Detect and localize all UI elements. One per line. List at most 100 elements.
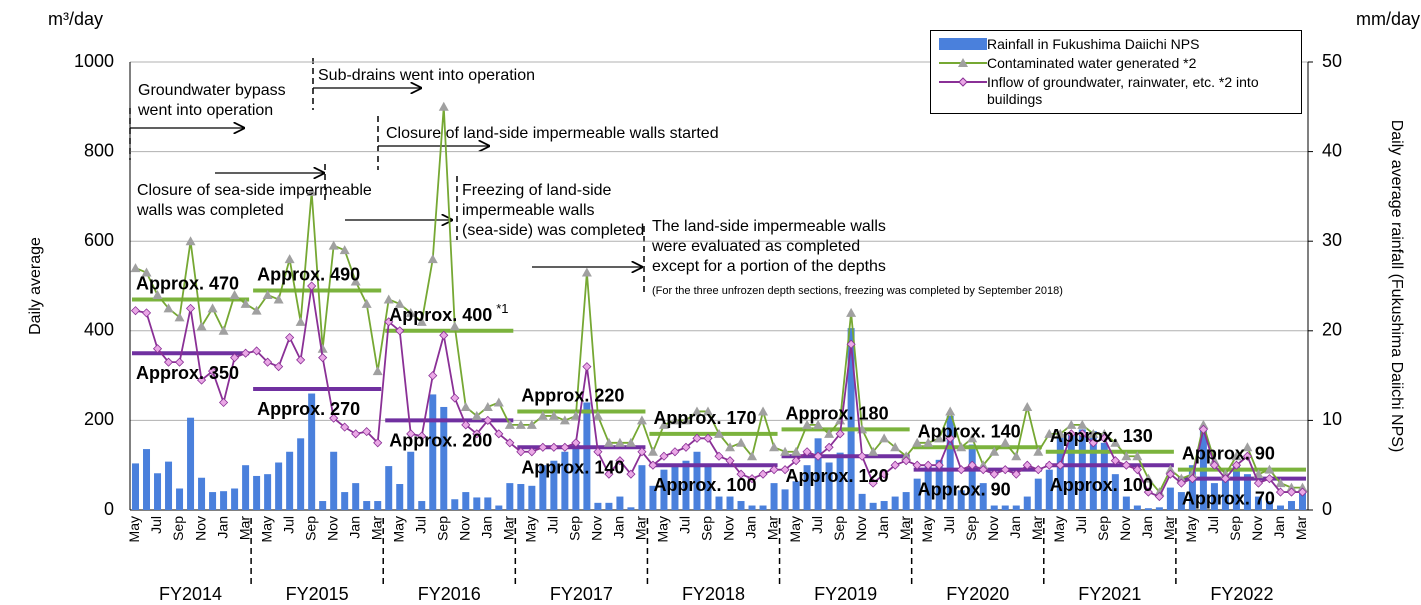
bar [1023, 496, 1031, 510]
point [526, 419, 537, 429]
point [681, 442, 691, 452]
bar [341, 492, 349, 510]
point [614, 437, 625, 447]
x-tick-label: May [258, 516, 274, 542]
point [559, 415, 570, 425]
point [461, 420, 471, 430]
bar [990, 505, 998, 510]
point [185, 303, 196, 313]
bar [154, 473, 162, 510]
point [813, 451, 823, 461]
bar [1287, 501, 1295, 510]
point [130, 263, 141, 273]
annotation: The land-side impermeable walls [652, 218, 886, 235]
y2-tick-label: 0 [1322, 499, 1332, 519]
point [714, 451, 724, 461]
point [868, 478, 878, 488]
contaminated-average-label: Approx. 220 [521, 385, 624, 405]
point [747, 451, 758, 461]
x-tick-label: Mar [236, 516, 252, 540]
point [472, 429, 482, 439]
bar [165, 461, 173, 510]
point [813, 419, 824, 429]
bar [143, 449, 151, 510]
point [1033, 465, 1043, 475]
point [1297, 482, 1308, 492]
x-tick-label: Mar [1161, 516, 1177, 540]
bar [253, 475, 261, 510]
point [934, 460, 944, 470]
point [394, 298, 405, 308]
bar [385, 466, 393, 510]
x-tick-label: Sep [1095, 516, 1111, 541]
bar [913, 478, 921, 510]
bar [374, 501, 382, 510]
bar [1243, 474, 1251, 510]
point [560, 442, 570, 452]
point [317, 343, 328, 353]
point [647, 446, 658, 456]
point [196, 375, 207, 385]
x-tick-label: Sep [963, 516, 979, 541]
point [1077, 419, 1088, 429]
y-tick-label: 200 [84, 409, 114, 429]
point [318, 353, 328, 363]
point [868, 446, 879, 456]
legend-entry: Rainfall in Fukushima Daiichi NPS [931, 36, 1301, 53]
bar [1034, 478, 1042, 510]
point [284, 254, 295, 264]
bar [1254, 496, 1262, 510]
x-tick-label: Jul [280, 516, 296, 534]
point [835, 415, 846, 425]
point [152, 344, 163, 354]
point [1253, 478, 1264, 488]
point [185, 236, 196, 246]
x-tick-label: Mar [897, 516, 913, 540]
x-tick-label: May [126, 516, 142, 542]
contaminated-average-label: Approx. 90 [1182, 444, 1275, 464]
bar [231, 488, 239, 510]
point [339, 245, 350, 255]
point [592, 410, 603, 420]
bar [968, 444, 976, 510]
bar [1056, 433, 1064, 510]
x-tick-label: Mar [368, 516, 384, 540]
bar [198, 477, 206, 510]
bar [649, 485, 657, 510]
point [163, 357, 174, 367]
point [351, 429, 361, 439]
point [296, 355, 306, 365]
bar [594, 502, 602, 510]
bar [1276, 505, 1284, 510]
point [692, 433, 702, 443]
x-tick-label: Sep [434, 516, 450, 541]
point [769, 442, 780, 452]
point [1220, 474, 1230, 484]
bar [748, 505, 756, 510]
bar [858, 493, 866, 510]
point [527, 447, 537, 457]
y2-axis-label: Daily average rainfall (Fukushima Daiich… [1388, 120, 1405, 453]
point [460, 401, 471, 411]
point [1242, 442, 1253, 452]
annotation: except for a portion of the depths [652, 258, 886, 275]
annotation: Sub-drains went into operation [318, 67, 535, 84]
point [515, 419, 526, 429]
bar [1177, 492, 1185, 510]
annotation: went into operation [137, 102, 273, 119]
y-tick-label: 400 [84, 320, 114, 340]
x-tick-label: Nov [589, 516, 605, 541]
bar [605, 502, 613, 510]
x-tick-label: Jul [148, 516, 164, 534]
point [714, 428, 724, 438]
x-tick-label: Mar [1293, 516, 1309, 540]
point [1110, 437, 1121, 447]
legend-label: Contaminated water generated *2 [987, 55, 1197, 71]
point [1066, 429, 1076, 439]
x-tick-label: Jan [743, 516, 759, 539]
point [1099, 428, 1110, 438]
point [702, 406, 713, 416]
bar [682, 460, 690, 510]
